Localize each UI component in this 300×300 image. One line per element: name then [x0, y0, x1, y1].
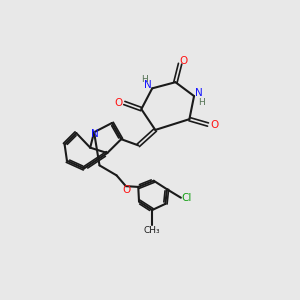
Text: O: O [115, 98, 123, 108]
Text: Cl: Cl [181, 193, 191, 203]
Text: O: O [210, 119, 218, 130]
Text: N: N [195, 88, 203, 98]
Text: CH₃: CH₃ [144, 226, 160, 235]
Text: O: O [179, 56, 187, 66]
Text: O: O [122, 185, 131, 195]
Text: H: H [198, 98, 205, 107]
Text: N: N [91, 129, 99, 139]
Text: N: N [144, 80, 152, 90]
Text: H: H [141, 75, 148, 84]
